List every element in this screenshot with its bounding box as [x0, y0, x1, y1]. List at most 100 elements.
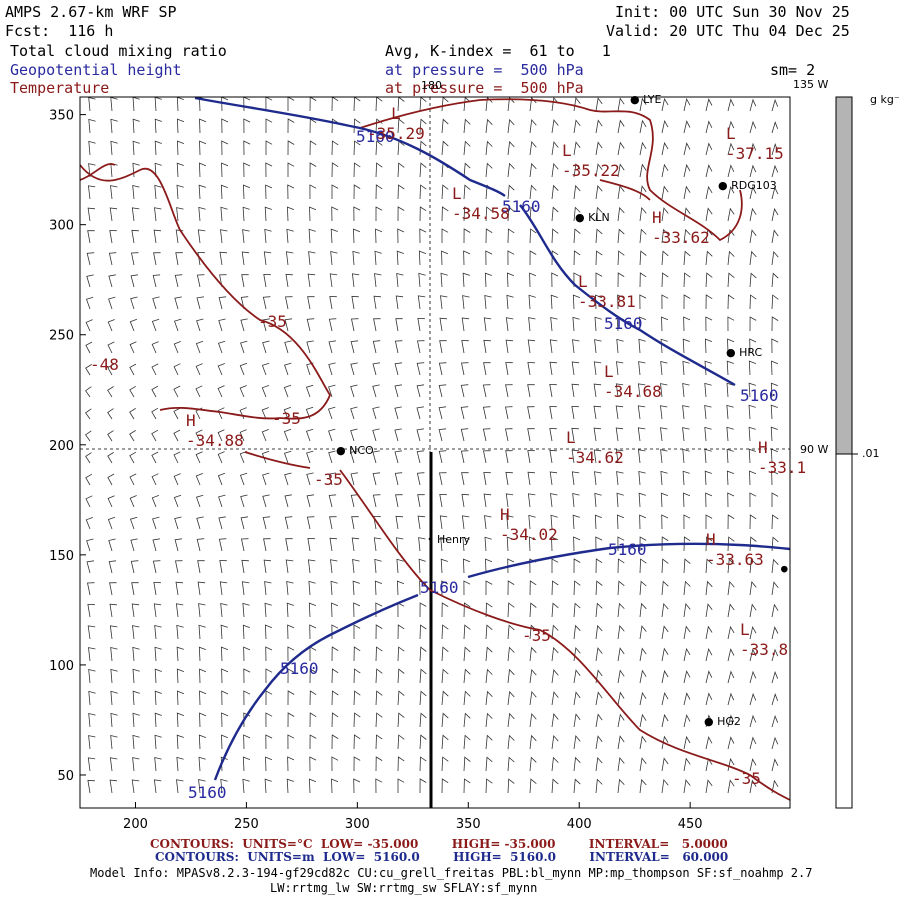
wind-barb [727, 98, 735, 112]
wind-barb [770, 382, 778, 398]
wind-barb [309, 624, 317, 640]
wind-barb [107, 319, 115, 332]
wind-barb [727, 120, 735, 134]
wind-barb [151, 385, 159, 398]
wind-barb [441, 228, 449, 243]
extremum-type: L [391, 104, 401, 123]
wind-barb [705, 316, 713, 332]
wind-barb [110, 712, 118, 728]
wind-barb [528, 294, 536, 310]
wind-barb [529, 162, 537, 178]
x-tick-label: 250 [234, 817, 259, 832]
wind-barb [240, 340, 248, 354]
wind-barb [287, 184, 295, 200]
wind-barb [528, 514, 536, 530]
wind-barb [661, 691, 669, 706]
wind-barb [331, 206, 339, 222]
wind-barb [727, 514, 735, 530]
wind-barb [328, 494, 337, 508]
wind-barb [463, 712, 471, 728]
wind-barb [195, 385, 203, 398]
wind-barb [154, 624, 162, 640]
wind-barb [220, 624, 228, 640]
wind-barb [726, 382, 734, 398]
wind-barb [639, 272, 647, 288]
wind-barb [595, 272, 603, 287]
wind-barb [353, 690, 361, 706]
wind-barb [394, 362, 403, 376]
wind-barb [485, 690, 493, 706]
wind-barb [507, 778, 515, 794]
extremum: L -34.62 [566, 428, 624, 468]
temp-label: -35 [314, 470, 343, 489]
wind-barb [771, 648, 779, 662]
wind-barb [483, 493, 492, 508]
wind-barb [88, 118, 96, 134]
wind-barb [638, 449, 646, 464]
extremum: L -37.15 [726, 124, 784, 164]
wind-barb [397, 602, 405, 618]
wind-barb [328, 318, 337, 332]
wind-barb [262, 472, 270, 486]
wind-barb [88, 140, 96, 156]
wind-barb [485, 140, 493, 156]
wind-barb [419, 712, 427, 728]
wind-barb [617, 757, 625, 772]
wind-barb [88, 690, 96, 706]
wind-barb [463, 690, 471, 706]
wind-barb [771, 714, 779, 728]
station-label: Henry [437, 533, 471, 546]
wind-barb [331, 734, 339, 750]
wind-barb [573, 778, 581, 794]
wind-barb [397, 624, 405, 640]
wind-barb [527, 471, 536, 486]
wind-barb [661, 580, 669, 596]
wind-barb [263, 559, 272, 574]
wind-barb [485, 756, 493, 772]
wind-barb [771, 164, 779, 178]
wind-barb [131, 603, 140, 618]
wind-barb [153, 581, 161, 596]
wind-barb [262, 296, 271, 310]
wind-barb [265, 184, 273, 200]
wind-barb [506, 272, 515, 288]
wind-barb [131, 207, 140, 222]
wind-barb [195, 451, 203, 464]
wind-barb [264, 206, 272, 222]
wind-barb [485, 624, 493, 640]
wind-barb [217, 363, 225, 376]
wind-barb [463, 734, 471, 750]
wind-barb [352, 250, 360, 266]
wind-barb [330, 228, 338, 244]
wind-barb [661, 647, 669, 662]
wind-barb [284, 362, 292, 376]
wind-barb [550, 294, 558, 310]
wind-barb [639, 185, 647, 200]
wind-barb [704, 426, 712, 442]
wind-barb [329, 296, 337, 310]
wind-barb [771, 492, 779, 507]
wind-barb [353, 184, 361, 200]
contours-height-info: CONTOURS: UNITS=m LOW= 5160.0 HIGH= 5160… [155, 850, 729, 864]
wind-barb [727, 779, 735, 794]
wind-barb [726, 404, 734, 420]
wind-barb [264, 228, 272, 244]
wind-barb [749, 736, 757, 750]
wind-barb [551, 646, 559, 662]
wind-barb [616, 338, 624, 354]
wind-barb [441, 206, 449, 222]
wind-barb [482, 428, 491, 442]
wind-barb [771, 470, 779, 486]
wind-barb [108, 252, 117, 266]
wind-barb [308, 251, 316, 266]
wind-barb [417, 515, 426, 530]
wind-barb [616, 361, 624, 376]
wind-barb [507, 602, 515, 618]
wind-barb [152, 274, 161, 288]
wind-barb [461, 515, 470, 530]
x-tick-label: 400 [567, 817, 592, 832]
wind-barb [595, 97, 603, 112]
wind-barb [529, 96, 537, 112]
wind-barb [440, 558, 448, 574]
